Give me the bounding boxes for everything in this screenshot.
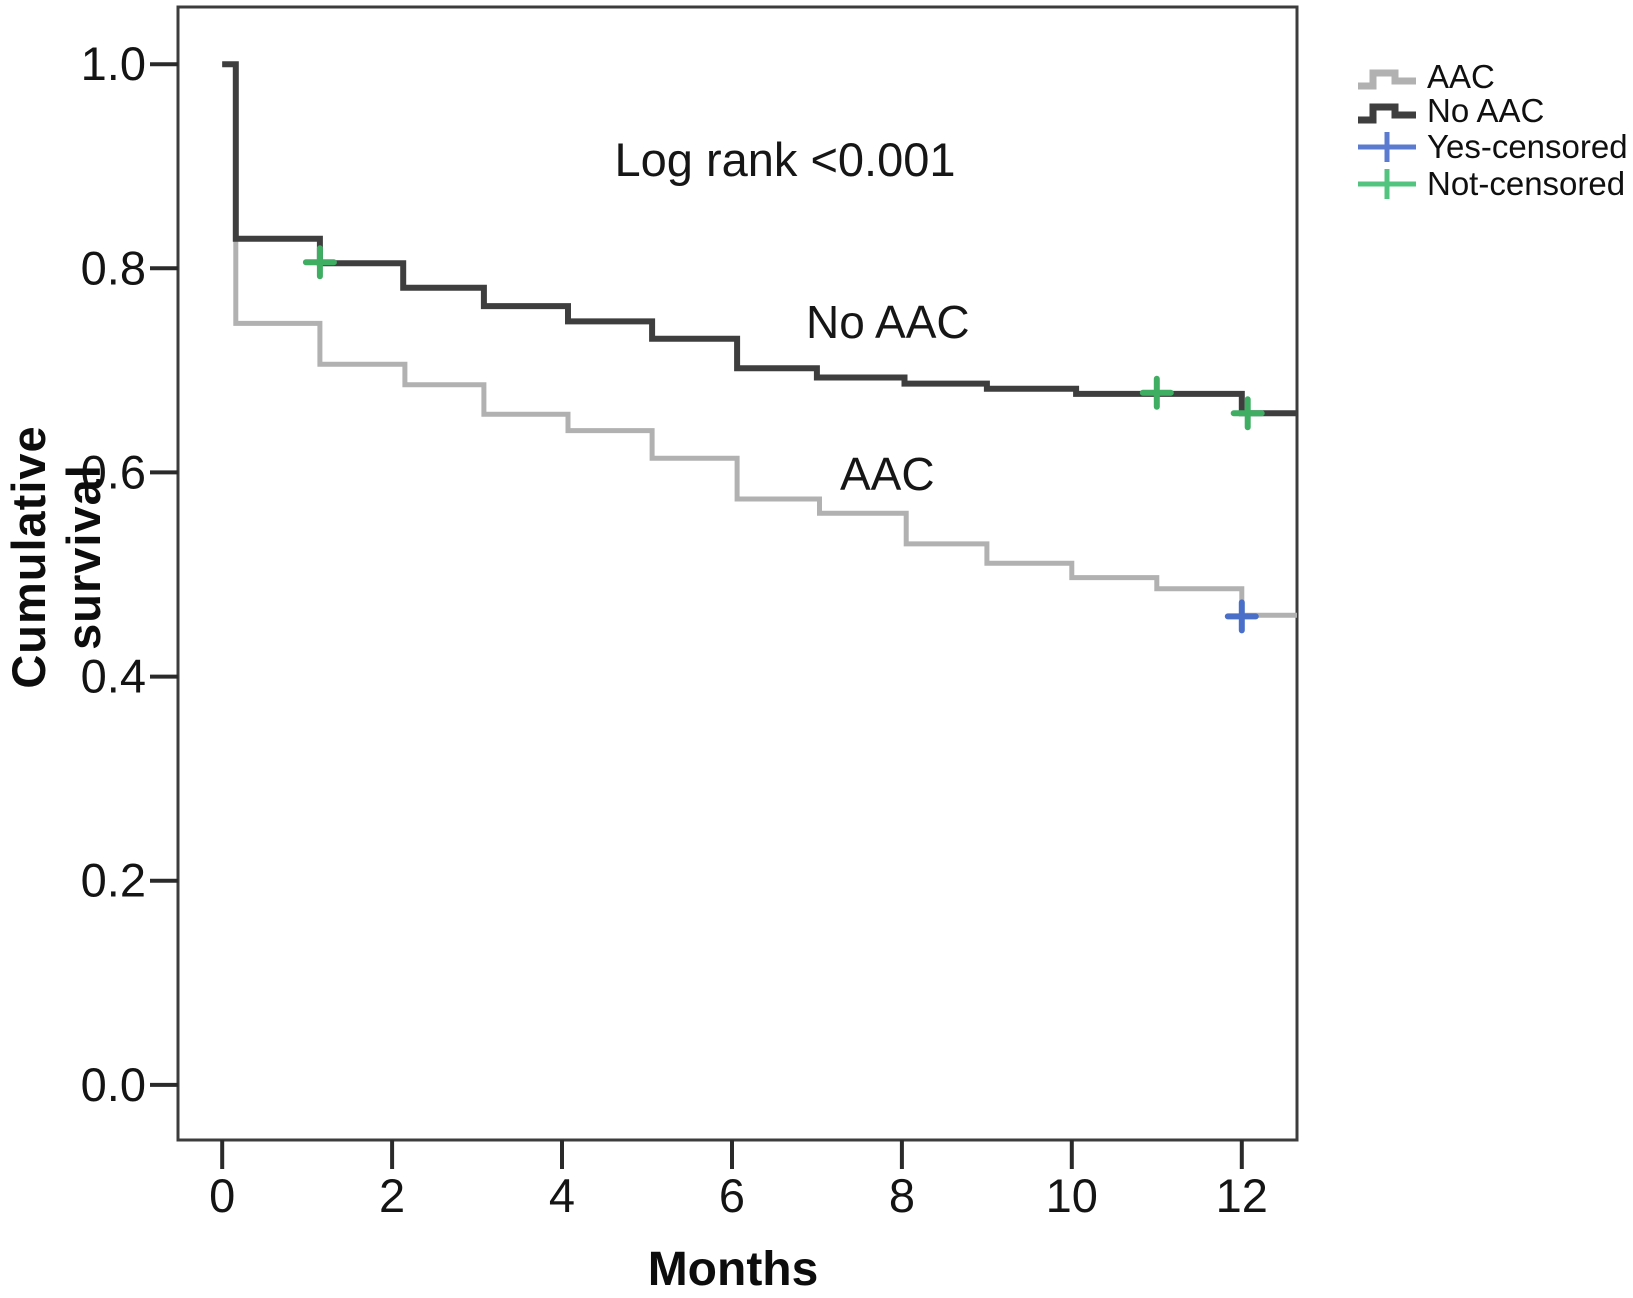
x-tick-label: 0 [209,1169,235,1222]
not-censored-plus-icon [1358,168,1416,199]
x-axis-title: Months [647,1243,819,1296]
aac-step-line-icon [1358,69,1416,90]
legend-item-aac: AAC [1356,58,1628,95]
log-rank-annotation: Log rank <0.001 [614,133,956,186]
y-tick-label: 0.4 [81,650,146,703]
censor-mark-yes-censored [1224,599,1259,634]
y-tick-label: 0.2 [81,854,146,907]
curve-label-no-aac: No AAC [806,296,970,348]
legend: AAC No AAC Yes-censored Not-censored [1356,58,1628,202]
yes-censored-plus-icon [1358,131,1416,162]
curve-label-aac: AAC [840,448,935,500]
x-tick-label: 6 [719,1169,745,1222]
x-tick-label: 12 [1216,1169,1268,1222]
y-tick-label: 1.0 [81,37,146,90]
x-tick-label: 4 [549,1169,575,1222]
legend-label-no-aac: No AAC [1427,92,1545,129]
aac-curve [222,61,1297,618]
y-axis-title: Cumulative survival [2,425,110,689]
legend-label-yes-censored: Yes-censored [1427,127,1628,165]
x-tick-label: 2 [379,1169,405,1222]
y-tick-label: 0.0 [81,1058,146,1111]
x-tick-label: 8 [889,1169,915,1222]
censor-mark-not-censored [1139,375,1174,410]
legend-item-no-aac: No AAC [1356,92,1628,129]
y-tick-label: 0.6 [81,445,146,498]
legend-item-not-censored: Not-censored [1356,165,1628,202]
plot-border [176,5,1299,1142]
legend-item-yes-censored: Yes-censored [1356,128,1628,165]
no-aac-curve [222,61,1297,417]
legend-label-not-censored: Not-censored [1427,164,1626,202]
y-tick-label: 0.8 [81,241,146,294]
censor-mark-not-censored [1230,396,1265,431]
legend-label-aac: AAC [1427,58,1495,95]
no-aac-step-line-icon [1358,103,1416,124]
censor-mark-not-censored [302,245,337,280]
x-tick-label: 10 [1046,1169,1098,1222]
